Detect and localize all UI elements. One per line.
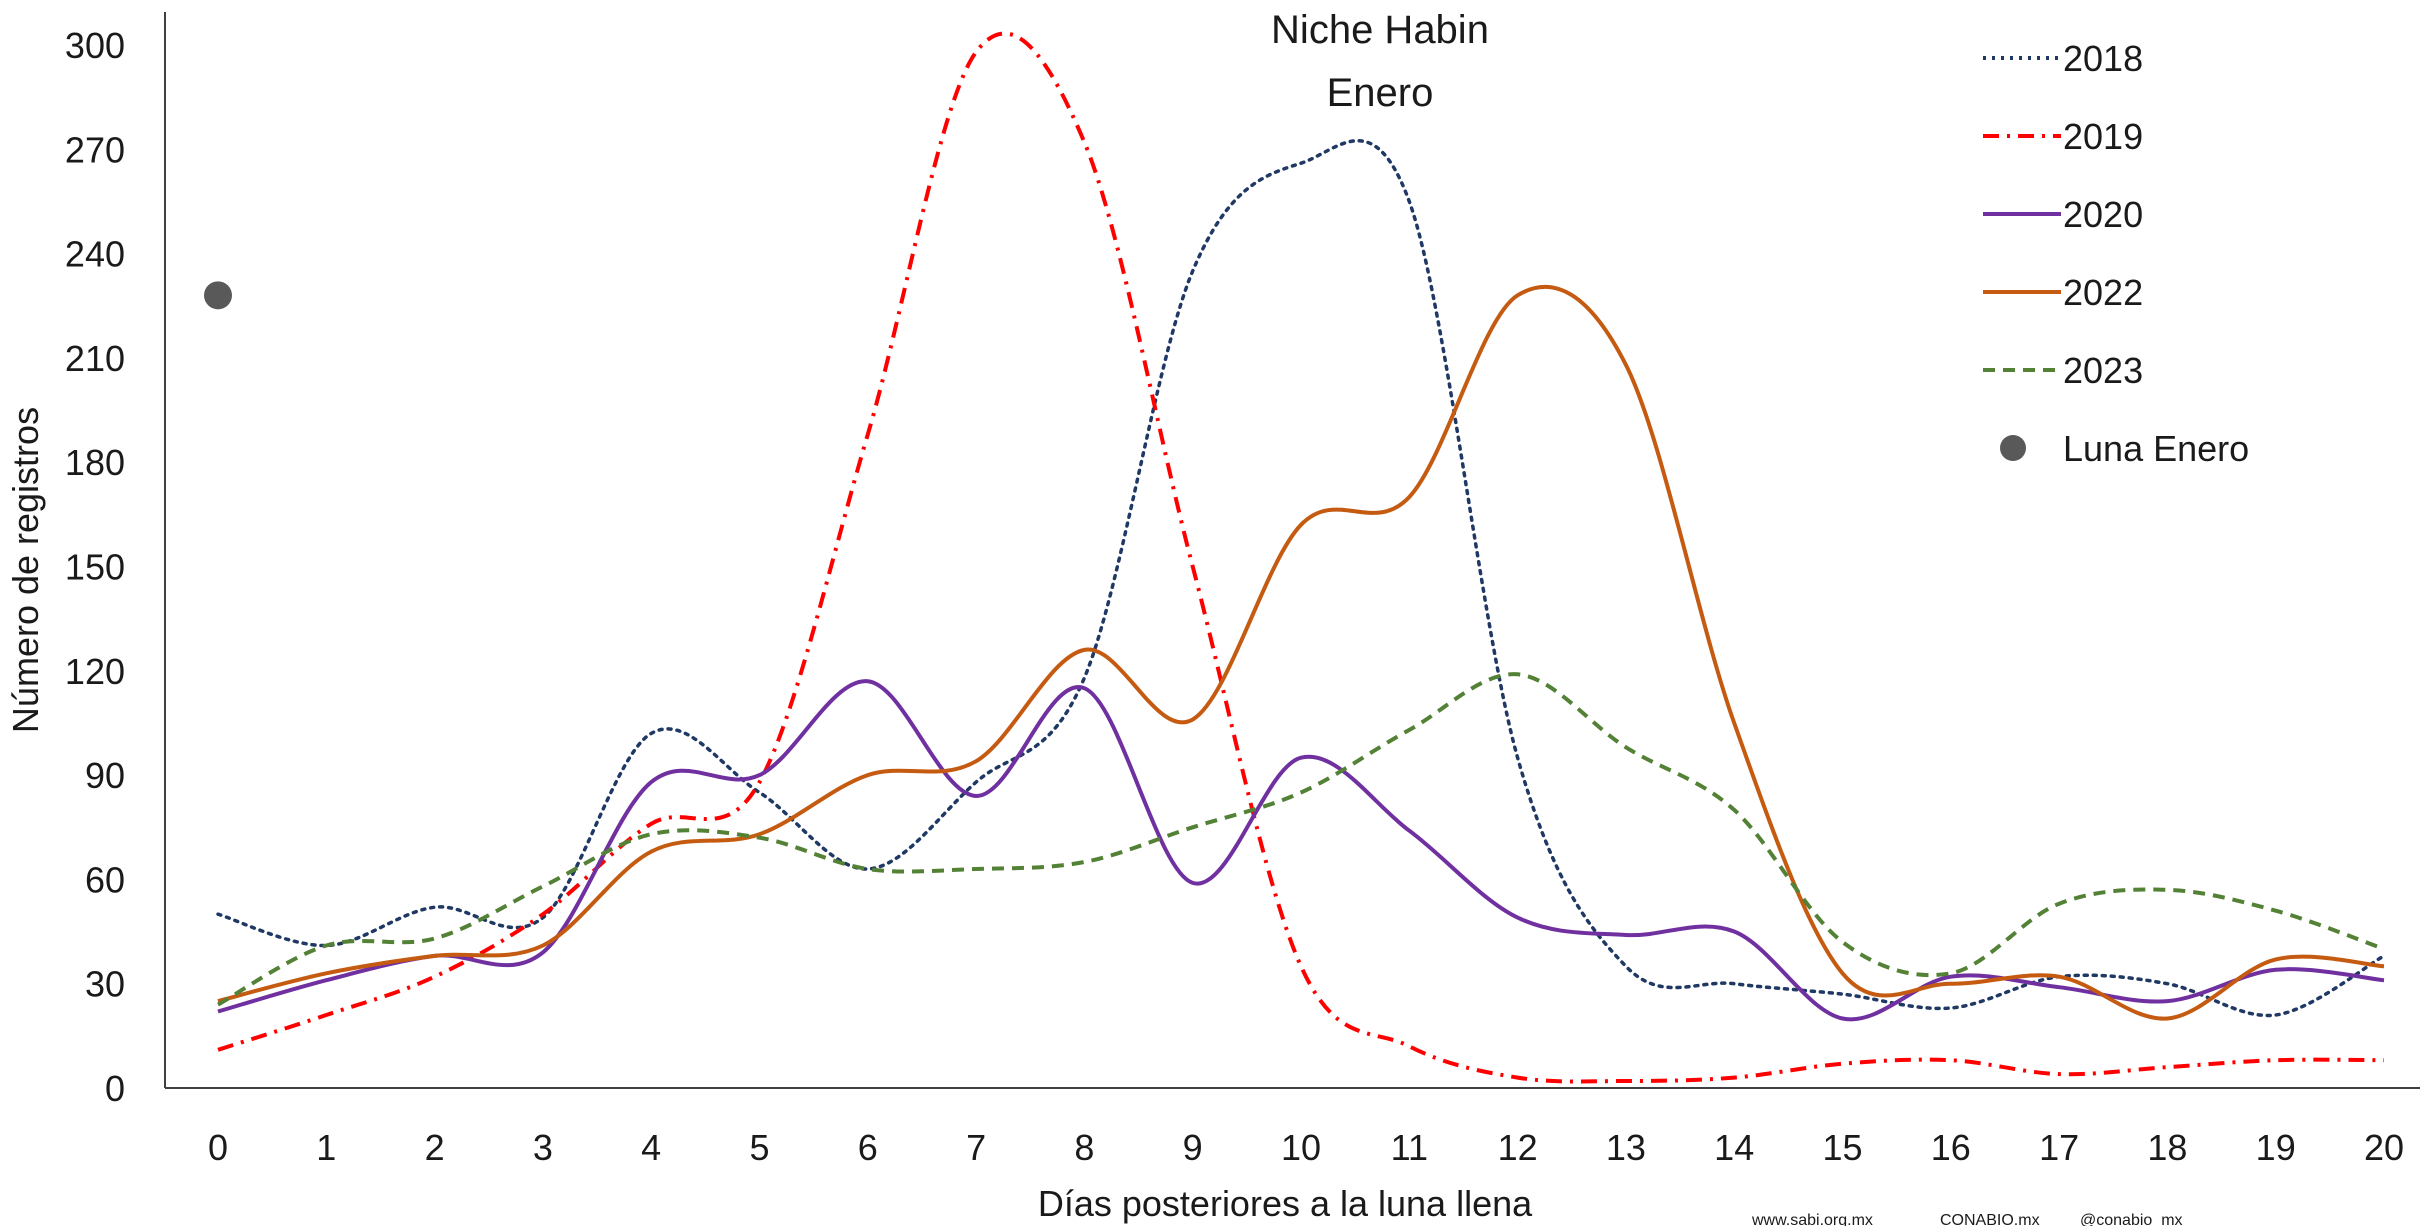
series-line-2020 <box>217 679 2385 1022</box>
x-tick-label: 14 <box>1714 1127 1754 1168</box>
x-tick-label: 1 <box>316 1127 336 1168</box>
x-tick-label: 18 <box>2147 1127 2187 1168</box>
y-tick-label: 30 <box>85 964 125 1005</box>
x-tick-label: 11 <box>1391 1127 1428 1168</box>
x-tick-label: 3 <box>533 1127 553 1168</box>
legend-label: Luna Enero <box>2063 428 2249 469</box>
series-line-2019 <box>217 31 2385 1084</box>
axes <box>164 12 2420 1089</box>
legend: 2018 2019 2020 2022 2023 Luna Enero <box>1983 38 2249 469</box>
x-tick-label: 0 <box>208 1127 228 1168</box>
x-tick-label: 4 <box>641 1127 661 1168</box>
legend-label: 2018 <box>2063 38 2143 79</box>
y-tick-labels: 0 30 60 90 120 150 180 210 240 270 300 <box>65 25 125 1109</box>
x-tick-label: 9 <box>1183 1127 1203 1168</box>
series-line-2018 <box>216 139 2386 1018</box>
y-tick-label: 180 <box>65 442 125 483</box>
footer: www.sabi.org.mx CONABIO.mx @conabio_mx <box>1751 1212 2183 1229</box>
series-lines <box>216 31 2386 1084</box>
marker-point <box>204 281 232 310</box>
x-tick-label: 6 <box>858 1127 878 1168</box>
y-tick-label: 120 <box>65 651 125 692</box>
x-tick-label: 20 <box>2364 1127 2404 1168</box>
legend-label: 2019 <box>2063 116 2143 157</box>
x-tick-label: 19 <box>2256 1127 2296 1168</box>
y-tick-label: 300 <box>65 25 125 66</box>
y-tick-label: 240 <box>65 234 125 275</box>
y-tick-label: 270 <box>65 129 125 170</box>
legend-label: 2023 <box>2063 350 2143 391</box>
y-tick-label: 0 <box>105 1068 125 1109</box>
y-tick-label: 60 <box>85 859 125 900</box>
y-tick-label: 210 <box>65 338 125 379</box>
x-tick-label: 13 <box>1606 1127 1646 1168</box>
markers <box>204 281 232 310</box>
x-tick-label: 5 <box>749 1127 769 1168</box>
x-tick-label: 10 <box>1281 1127 1321 1168</box>
x-tick-label: 16 <box>1931 1127 1971 1168</box>
x-tick-label: 17 <box>2039 1127 2079 1168</box>
x-axis-title: Días posteriores a la luna llena <box>1038 1183 1533 1224</box>
chart-title: Niche Habin <box>1271 8 1489 52</box>
y-tick-label: 90 <box>85 755 125 796</box>
x-tick-label: 12 <box>1498 1127 1538 1168</box>
footer-website: www.sabi.org.mx <box>1751 1212 1873 1226</box>
footer-social: @conabio_mx <box>2080 1212 2183 1226</box>
legend-swatch-marker <box>2000 435 2026 461</box>
chart-subtitle: Enero <box>1327 71 1434 115</box>
x-tick-label: 2 <box>425 1127 445 1168</box>
x-tick-label: 15 <box>1822 1127 1862 1168</box>
x-tick-labels: 0 1 2 3 4 5 6 7 8 9 10 11 12 13 14 15 16 17 18 19 20 <box>208 1127 2404 1168</box>
series-line-2023 <box>217 672 2385 1007</box>
x-tick-label: 7 <box>966 1127 986 1168</box>
series-line-2022 <box>217 284 2385 1021</box>
x-tick-label: 8 <box>1074 1127 1094 1168</box>
legend-label: 2022 <box>2063 272 2143 313</box>
y-tick-label: 150 <box>65 547 125 588</box>
footer-facebook: CONABIO.mx <box>1940 1212 2040 1226</box>
y-axis-title: Número de registros <box>5 407 46 733</box>
legend-label: 2020 <box>2063 194 2143 235</box>
